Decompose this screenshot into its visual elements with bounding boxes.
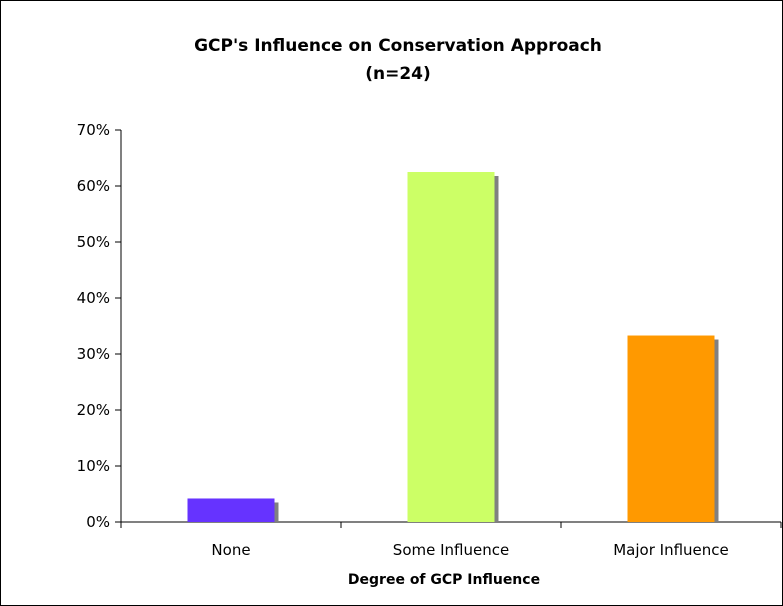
plot-area: 0% 10% 20% 30% 40% 50% 60% 70% None Some Influenc… (77, 121, 782, 559)
bar-some-influence (407, 172, 495, 522)
y-tick-label: 60% (77, 177, 110, 195)
y-tick-label: 70% (77, 121, 110, 139)
y-tick-label: 10% (77, 457, 110, 475)
y-tick-label: 30% (77, 345, 110, 363)
y-tick-label: 50% (77, 233, 110, 251)
y-tick-label: 20% (77, 401, 110, 419)
x-axis-title: Degree of GCP Influence (348, 572, 540, 588)
bar-major-influence (627, 335, 715, 522)
x-category-label: Some Influence (393, 541, 509, 559)
x-category-label: None (211, 541, 250, 559)
bar-none (187, 498, 275, 522)
y-tick-label: 0% (86, 513, 110, 531)
x-category-label: Major Influence (613, 541, 729, 559)
chart-subtitle: (n=24) (365, 64, 431, 84)
chart-title: GCP's Influence on Conservation Approach (194, 36, 602, 56)
y-tick-label: 40% (77, 289, 110, 307)
